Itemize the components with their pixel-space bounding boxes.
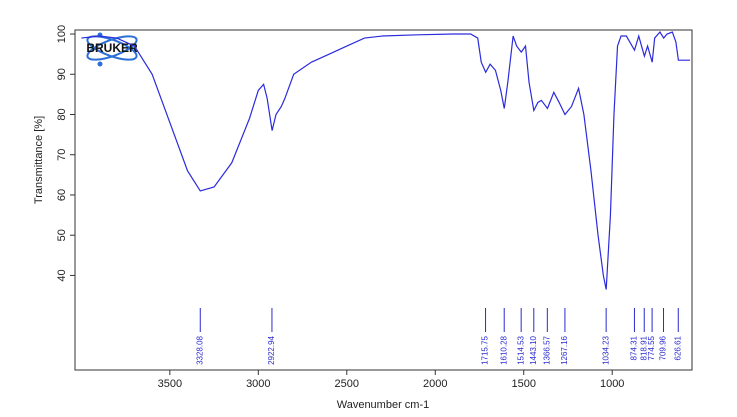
spectrum-line (81, 31, 691, 290)
logo: BRUKER (86, 32, 138, 67)
plot-frame (74, 29, 693, 371)
x-tick-label: 3000 (246, 378, 270, 390)
y-tick-label: 90 (56, 68, 68, 80)
peak-label: 626.61 (673, 335, 682, 360)
x-tick-label: 2000 (423, 378, 447, 390)
peak-label: 1610.28 (499, 335, 508, 364)
peak-label: 1034.23 (601, 335, 610, 364)
peak-label: 2922.94 (267, 335, 276, 364)
peak-label: 709.96 (659, 335, 668, 360)
y-tick-label: 100 (56, 25, 68, 43)
y-tick-label: 80 (56, 108, 68, 120)
peak-label: 1366.57 (542, 335, 551, 364)
peak-label: 3328.08 (195, 335, 204, 364)
peak-label: 874.31 (630, 335, 639, 360)
x-tick-label: 2500 (335, 378, 359, 390)
peak-label: 1715.75 (481, 335, 490, 364)
y-tick-label: 60 (56, 189, 68, 201)
peak-label: 1267.16 (560, 335, 569, 364)
y-axis-label: Transmittance [%] (33, 116, 45, 204)
peak-label: 1514.53 (516, 335, 525, 364)
logo-text: BRUKER (86, 41, 138, 55)
x-axis-label: Wavenumber cm-1 (337, 399, 430, 411)
y-tick-label: 40 (56, 269, 68, 281)
y-tick-label: 70 (56, 149, 68, 161)
y-tick-label: 50 (56, 229, 68, 241)
peak-label: 774.55 (647, 335, 656, 360)
x-tick-label: 3500 (158, 378, 182, 390)
x-tick-label: 1500 (511, 378, 535, 390)
peak-label: 1443.10 (529, 335, 538, 364)
peak-label: 818.91 (639, 335, 648, 360)
x-tick-label: 1000 (600, 378, 624, 390)
